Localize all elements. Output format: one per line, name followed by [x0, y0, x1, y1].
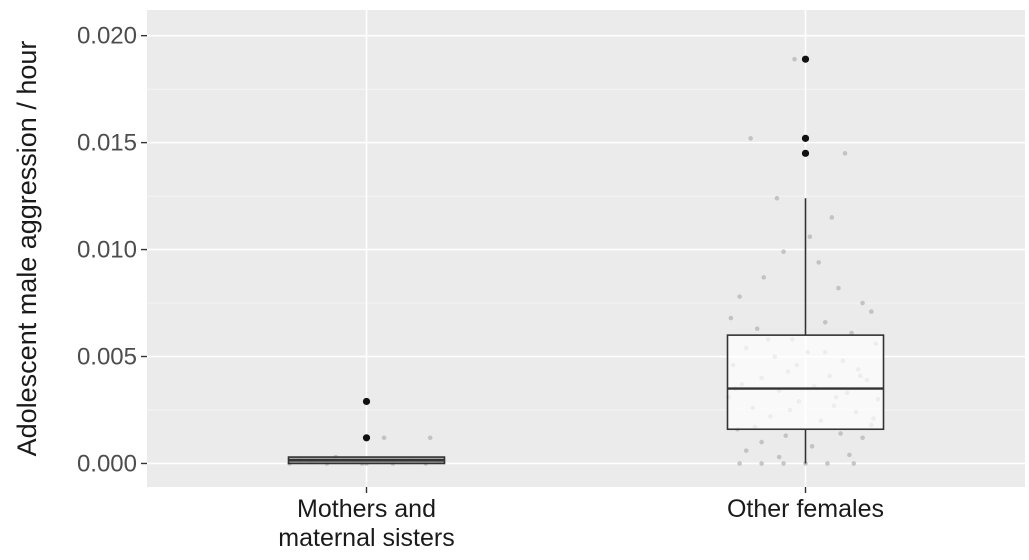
jitter-point [781, 461, 786, 466]
outlier-point [801, 149, 810, 157]
x-tick-label-line: Mothers and [297, 495, 436, 523]
jitter-point [427, 435, 433, 441]
x-tick-label: Other females [727, 495, 884, 523]
outlier-points [362, 55, 810, 442]
jitter-point [807, 234, 813, 240]
x-tick-label-line: maternal sisters [278, 524, 454, 552]
y-axis-title: Adolescent male aggression / hour [12, 41, 42, 457]
jitter-point [759, 461, 764, 466]
box-0 [287, 456, 446, 465]
y-tick-label: 0.020 [77, 23, 137, 50]
jitter-point [774, 195, 780, 201]
outlier-point [801, 134, 810, 142]
jitter-point [759, 439, 764, 445]
x-tick-label-line: Other females [727, 495, 884, 523]
jitter-point [728, 315, 734, 321]
jitter-point [776, 454, 782, 460]
jitter-point [809, 444, 815, 449]
outlier-point [362, 397, 371, 406]
jitter-point [781, 249, 786, 255]
y-tick-label: 0.000 [77, 450, 137, 477]
jitter-point [860, 435, 865, 441]
y-tick-label: 0.005 [77, 344, 137, 371]
jitter-point [743, 448, 749, 453]
jitter-point [829, 215, 835, 220]
y-tick-label: 0.015 [77, 130, 137, 157]
jitter-point [847, 452, 852, 458]
jitter-point [825, 461, 830, 466]
outlier-point [362, 434, 371, 442]
jitter-point [838, 431, 843, 436]
jitter-point [860, 300, 865, 306]
jitter-point [737, 294, 742, 299]
x-tick-label: Mothers and maternal sisters [278, 495, 454, 552]
jitter-point [737, 461, 742, 466]
axes: 0.000 0.005 0.010 0.015 0.020 Mothers and mate… [77, 23, 884, 552]
jitter-point [822, 319, 828, 325]
jitter-point [792, 56, 797, 62]
jitter-point [842, 151, 848, 156]
boxes [287, 198, 885, 465]
box-1 [726, 198, 885, 464]
jitter-point [869, 309, 874, 314]
box-iqr [726, 334, 885, 431]
outlier-point [801, 55, 810, 63]
jitter-point [849, 330, 854, 336]
plot-panel [147, 10, 1025, 487]
jitter-point [761, 275, 767, 280]
jitter-point [803, 461, 808, 466]
jitter-point [748, 136, 753, 141]
jitter-point [754, 326, 760, 332]
jitter-point [783, 433, 789, 438]
jitter-point [851, 461, 857, 466]
y-tick-label: 0.010 [77, 237, 137, 264]
jitter-point [381, 435, 387, 441]
jitter-point [816, 260, 821, 265]
jitter-point [836, 285, 841, 291]
